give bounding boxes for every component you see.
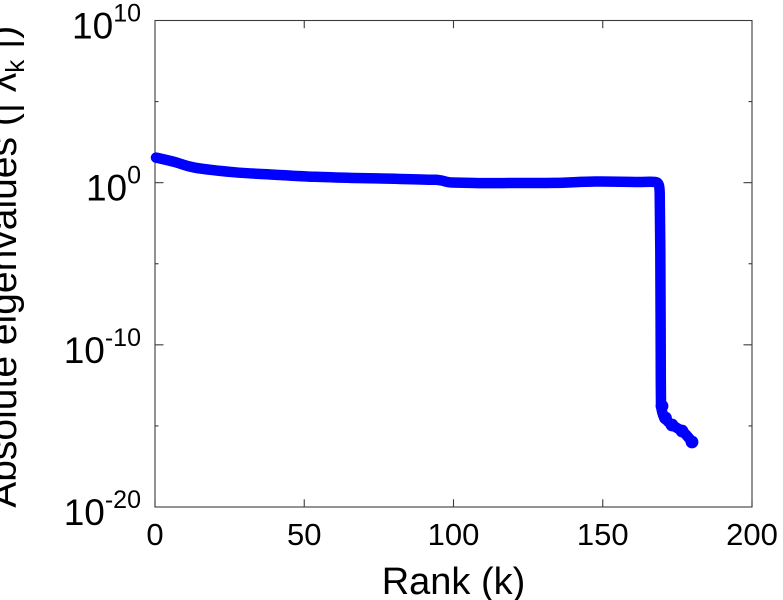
svg-text:150: 150 (577, 517, 629, 552)
svg-text:100: 100 (428, 517, 480, 552)
svg-text:10-10: 10-10 (64, 324, 141, 371)
svg-text:Rank (k): Rank (k) (382, 561, 526, 600)
svg-text:100: 100 (86, 162, 141, 209)
svg-text:200: 200 (726, 517, 778, 552)
svg-text:10-20: 10-20 (64, 486, 141, 533)
svg-text:0: 0 (146, 517, 163, 552)
svg-text:1010: 1010 (72, 0, 141, 47)
svg-text:50: 50 (287, 517, 321, 552)
svg-text:Absolute eigenvalues (| λk |): Absolute eigenvalues (| λk |) (0, 26, 30, 508)
